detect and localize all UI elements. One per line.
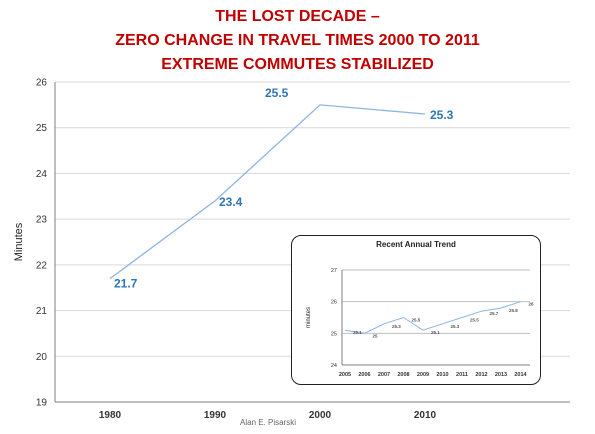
inset-chart-panel: Recent Annual Trend 24 25 26 27 2005 2006 2007… <box>291 235 541 385</box>
chart-title-line-2: ZERO CHANGE IN TRAVEL TIMES 2000 TO 2011 <box>115 32 480 49</box>
inset-chart: 24 25 26 27 2005 2006 2007 2008 2009 2010 2011 2012… <box>306 268 535 378</box>
main-x-tick-label: 2000 <box>309 410 332 421</box>
main-x-tick-label: 1990 <box>204 410 227 421</box>
inset-data-label: 25.7 <box>490 311 499 316</box>
inset-data-label: 25.1 <box>353 330 362 335</box>
author-credit: Alan E. Pisarski <box>240 418 297 427</box>
inset-y-tick-label: 25 <box>331 331 337 337</box>
main-y-tick-label: 24 <box>36 169 48 180</box>
inset-y-tick-label: 24 <box>331 363 337 369</box>
inset-series-line <box>344 301 521 334</box>
inset-x-tick-label: 2011 <box>456 372 468 378</box>
inset-y-axis-title: minutes <box>306 307 312 328</box>
inset-x-tick-label: 2010 <box>436 372 448 378</box>
inset-chart-title: Recent Annual Trend <box>376 240 456 249</box>
inset-y-tick-label: 26 <box>331 300 337 306</box>
main-y-tick-label: 19 <box>36 398 48 409</box>
inset-x-tick-label: 2009 <box>417 372 429 378</box>
main-y-axis-title: Minutes <box>13 222 25 261</box>
chart-title-line-1: THE LOST DECADE – <box>215 8 380 25</box>
main-y-tick-label: 20 <box>36 352 48 363</box>
main-data-label: 25.3 <box>430 108 454 122</box>
main-y-tick-label: 25 <box>36 123 48 134</box>
inset-x-tick-label: 2007 <box>378 372 390 378</box>
main-data-label: 23.4 <box>219 195 243 209</box>
inset-x-tick-label: 2014 <box>514 372 527 378</box>
inset-x-tick-label: 2013 <box>495 372 507 378</box>
inset-data-label: 25.1 <box>431 330 440 335</box>
inset-x-tick-label: 2005 <box>339 372 351 378</box>
inset-data-label: 26 <box>529 302 535 307</box>
main-y-tick-label: 22 <box>36 260 48 271</box>
inset-data-label: 25.8 <box>509 308 518 313</box>
main-y-tick-label: 21 <box>36 306 48 317</box>
main-data-label: 21.7 <box>114 277 138 291</box>
inset-data-label: 25.3 <box>392 324 401 329</box>
inset-data-label: 25.3 <box>451 324 460 329</box>
main-series-line <box>109 104 426 280</box>
chart-title-line-3: EXTREME COMMUTES STABILIZED <box>161 56 434 73</box>
main-y-tick-label: 23 <box>36 215 48 226</box>
inset-data-label: 25 <box>373 333 379 338</box>
main-y-tick-label: 26 <box>36 78 48 89</box>
inset-x-tick-label: 2012 <box>475 372 487 378</box>
main-data-label: 25.5 <box>265 86 289 100</box>
inset-x-tick-label: 2006 <box>358 372 370 378</box>
inset-data-label: 25.5 <box>412 318 421 323</box>
main-x-tick-label: 1980 <box>99 410 122 421</box>
inset-y-tick-label: 27 <box>331 268 337 274</box>
inset-x-tick-label: 2008 <box>397 372 409 378</box>
inset-data-label: 25.5 <box>470 318 479 323</box>
main-x-tick-label: 2010 <box>414 410 437 421</box>
